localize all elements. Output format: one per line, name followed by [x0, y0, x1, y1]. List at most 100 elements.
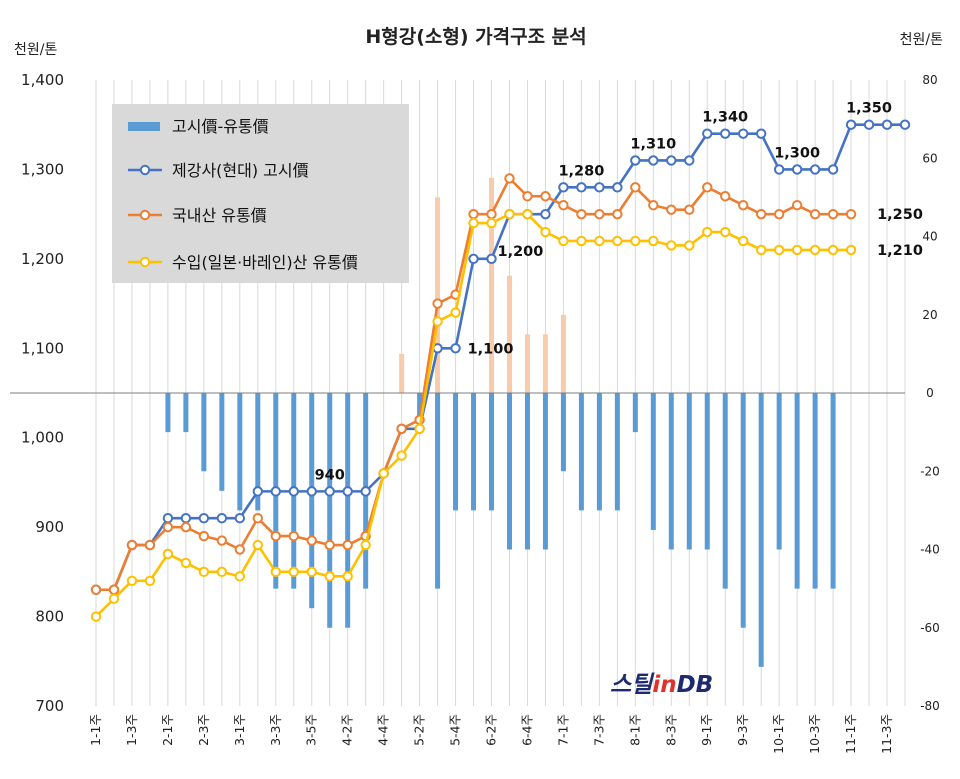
series-point — [450, 343, 461, 354]
bar — [776, 393, 782, 550]
series-point — [306, 566, 317, 578]
x-tick-label: 2-1주 — [160, 714, 175, 746]
series-point — [162, 548, 174, 560]
series-point — [162, 521, 174, 533]
legend-label: 제강사(현대) 고시價 — [172, 161, 309, 180]
data-label: 1,250 — [877, 207, 923, 223]
series-point — [252, 513, 263, 524]
series-point — [198, 566, 210, 578]
data-label: 940 — [315, 467, 345, 483]
bar — [309, 393, 315, 609]
series-point — [252, 539, 263, 551]
series-point — [630, 155, 641, 166]
series-point — [791, 200, 803, 211]
series-point — [720, 226, 731, 238]
data-label: 1,100 — [468, 341, 514, 357]
series-point — [540, 208, 551, 220]
bar — [201, 393, 207, 472]
bar — [668, 393, 674, 550]
y-tick-left: 800 — [35, 608, 64, 626]
x-tick-label: 7-1주 — [555, 714, 570, 746]
series-point — [522, 208, 533, 220]
series-point — [324, 571, 335, 582]
series-point — [486, 208, 497, 220]
data-label: 1,300 — [774, 145, 820, 161]
y-tick-right: -80 — [920, 699, 940, 713]
series-point — [144, 575, 156, 586]
series-point — [809, 244, 821, 256]
series-point — [558, 200, 569, 211]
series-point — [845, 244, 857, 256]
data-label: 1,280 — [558, 163, 604, 179]
series-point — [504, 173, 515, 184]
bar — [327, 393, 333, 628]
x-tick-label: 9-1주 — [699, 714, 714, 746]
bar — [345, 393, 351, 628]
series-point — [881, 119, 893, 130]
svg-text:스틸inDB: 스틸inDB — [610, 672, 713, 698]
series-point — [288, 486, 299, 497]
series-point — [450, 307, 461, 318]
y-tick-left: 1,000 — [21, 429, 64, 447]
series-point — [414, 423, 425, 434]
y-tick-right: -60 — [920, 621, 940, 635]
series-point — [827, 208, 839, 220]
x-tick-label: 6-2주 — [484, 714, 499, 746]
bar — [614, 393, 620, 511]
series-point — [809, 208, 821, 220]
series-point — [648, 200, 659, 211]
legend-label: 고시價-유통價 — [172, 117, 269, 136]
series-point — [594, 208, 605, 220]
series-point — [738, 128, 749, 139]
x-tick-label: 9-3주 — [735, 714, 750, 746]
y-tick-left: 1,300 — [21, 160, 64, 178]
series-point — [360, 539, 371, 551]
data-label: 1,350 — [846, 101, 892, 117]
series-point — [270, 566, 281, 578]
series-point — [180, 513, 192, 524]
bar — [632, 393, 638, 433]
bar — [578, 393, 584, 511]
series-point — [468, 253, 479, 265]
y-tick-right: 40 — [922, 230, 937, 244]
series-point — [576, 182, 587, 193]
left-axis-unit: 천원/톤 — [14, 42, 57, 58]
series-point — [666, 240, 677, 251]
series-point — [755, 244, 767, 256]
x-tick-label: 11-3주 — [879, 714, 894, 754]
bar — [542, 393, 548, 550]
chart-title: H형강(소형) 가격구조 분석 — [365, 26, 586, 48]
bar — [489, 393, 495, 511]
bar — [560, 393, 566, 472]
x-tick-label: 3-1주 — [232, 714, 247, 746]
y-tick-left: 1,100 — [21, 339, 64, 357]
y-tick-left: 900 — [35, 518, 64, 536]
series-point — [773, 244, 785, 256]
x-tick-label: 3-5주 — [304, 714, 319, 746]
series-point — [720, 191, 731, 202]
series-point — [666, 204, 677, 215]
y-tick-right: 20 — [922, 308, 937, 322]
faded-bar — [399, 353, 405, 393]
x-tick-label: 3-3주 — [268, 714, 283, 746]
x-tick-label: 8-1주 — [627, 714, 642, 746]
faded-bars — [399, 177, 566, 393]
series-point — [666, 155, 677, 166]
series-point — [108, 593, 120, 604]
series-point — [198, 530, 210, 542]
series-point — [791, 164, 803, 175]
series-point — [90, 611, 102, 622]
series-point — [396, 450, 407, 461]
faded-bar — [542, 334, 548, 393]
bar — [686, 393, 692, 550]
series-point — [827, 244, 839, 256]
series-point — [180, 521, 192, 533]
series-point — [378, 468, 389, 479]
series-point — [486, 253, 497, 265]
bar — [524, 393, 530, 550]
series-point — [396, 423, 407, 434]
series-point — [702, 226, 713, 238]
series-point — [773, 164, 785, 175]
series-point — [468, 217, 479, 229]
